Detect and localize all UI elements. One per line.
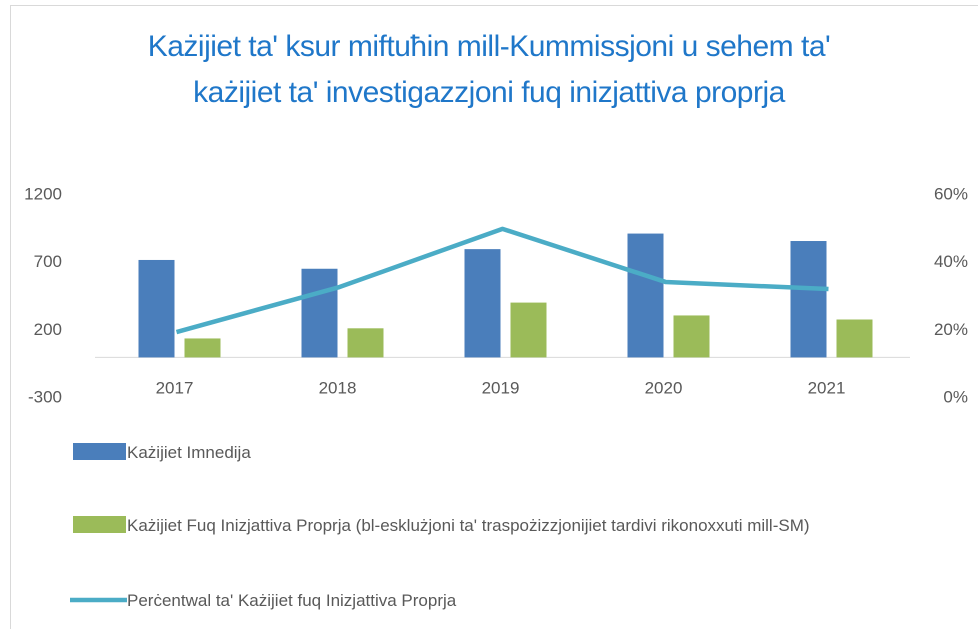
x-tick-label: 2020 (645, 378, 683, 397)
bar (138, 259, 175, 358)
y2-tick-label: 40% (934, 252, 968, 271)
x-tick-label: 2021 (808, 378, 846, 397)
y-tick-label: 700 (34, 252, 62, 271)
legend-label: Perċentwal ta' Każijiet fuq Inizjattiva … (127, 591, 457, 610)
bar (790, 241, 827, 358)
bar (464, 249, 501, 358)
legend-swatch (73, 443, 126, 460)
bar (184, 338, 221, 358)
y2-tick-label: 20% (934, 320, 968, 339)
y-tick-label: 1200 (24, 184, 62, 203)
legend-label: Każijiet Fuq Inizjattiva Proprja (bl-esk… (127, 516, 810, 535)
y2-tick-label: 60% (934, 184, 968, 203)
y2-tick-label: 0% (943, 387, 968, 406)
y-tick-label: -300 (28, 387, 62, 406)
bar (510, 302, 547, 358)
chart-title: Każijiet ta' ksur miftuħin mill-Kummissj… (147, 30, 831, 109)
x-tick-label: 2018 (319, 378, 357, 397)
bar (673, 315, 710, 358)
chart-frame (10, 5, 978, 629)
legend-label: Każijiet Imnedija (127, 443, 251, 462)
bar (301, 268, 338, 358)
x-tick-label: 2019 (482, 378, 520, 397)
bar (836, 319, 873, 358)
x-tick-label: 2017 (156, 378, 194, 397)
legend-swatch (73, 516, 126, 533)
bar (627, 233, 664, 358)
y-tick-label: 200 (34, 320, 62, 339)
line-series (175, 226, 829, 335)
bar (347, 328, 384, 358)
